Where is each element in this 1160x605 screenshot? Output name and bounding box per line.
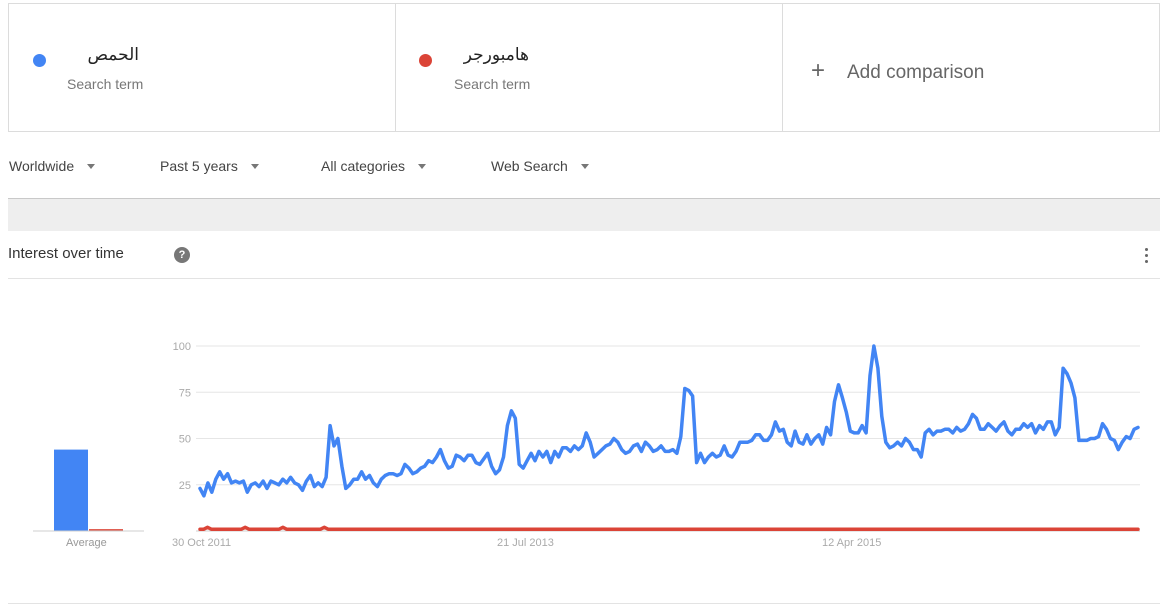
filter-label: Web Search bbox=[491, 158, 568, 174]
x-tick-label: 12 Apr 2015 bbox=[822, 537, 881, 549]
add-comparison-label: Add comparison bbox=[847, 62, 985, 83]
filter-category-dropdown[interactable]: All categories bbox=[321, 158, 427, 174]
dropdown-arrow-icon bbox=[580, 164, 589, 169]
search-term-card-2[interactable]: هامبورجر Search term bbox=[396, 4, 783, 131]
y-tick-label: 25 bbox=[179, 480, 191, 492]
y-tick-label: 75 bbox=[179, 387, 191, 399]
plus-icon: + bbox=[811, 57, 826, 84]
chart-series bbox=[198, 344, 1140, 531]
y-tick-label: 50 bbox=[179, 434, 191, 446]
interest-over-time-chart: 25 50 75 100 30 Oct 2011 21 Jul 2013 12 Apr 2… bbox=[33, 341, 1140, 549]
search-term-subtitle: Search term bbox=[454, 76, 531, 92]
filter-label: Past 5 years bbox=[160, 158, 238, 174]
filter-search-type-dropdown[interactable]: Web Search bbox=[491, 158, 589, 174]
filter-label: All categories bbox=[321, 158, 406, 174]
chart-grid: 25 50 75 100 bbox=[173, 341, 1140, 532]
dropdown-arrow-icon bbox=[87, 164, 96, 169]
dropdown-arrow-icon bbox=[418, 164, 427, 169]
section-spacer bbox=[8, 199, 1160, 231]
divider bbox=[8, 198, 1160, 199]
divider bbox=[8, 603, 1160, 604]
series-line bbox=[198, 525, 1140, 531]
average-bars bbox=[33, 449, 144, 532]
series-color-dot-icon bbox=[419, 54, 432, 67]
series-color-dot-icon bbox=[33, 54, 46, 67]
more-vert-icon[interactable] bbox=[1145, 248, 1148, 263]
search-term-subtitle: Search term bbox=[67, 76, 144, 92]
filter-region-dropdown[interactable]: Worldwide bbox=[9, 158, 96, 174]
y-tick-label: 100 bbox=[173, 341, 191, 353]
search-terms-bar: الحمص Search term هامبورجر Search term +… bbox=[8, 3, 1160, 132]
search-term-name[interactable]: هامبورجر bbox=[463, 45, 529, 64]
series-line bbox=[198, 344, 1140, 498]
average-bar bbox=[54, 449, 88, 531]
average-bar bbox=[89, 529, 123, 531]
panel-title: Interest over time bbox=[8, 245, 124, 262]
filter-bar: Worldwide Past 5 years All categories We… bbox=[0, 148, 1160, 184]
average-label: Average bbox=[66, 537, 107, 549]
interest-over-time-header: Interest over time ? bbox=[8, 231, 1160, 279]
help-icon[interactable]: ? bbox=[174, 247, 190, 263]
filter-time-dropdown[interactable]: Past 5 years bbox=[160, 158, 259, 174]
add-comparison-button[interactable]: + Add comparison bbox=[783, 4, 1159, 131]
filter-label: Worldwide bbox=[9, 158, 75, 174]
x-tick-label: 21 Jul 2013 bbox=[497, 537, 554, 549]
dropdown-arrow-icon bbox=[250, 164, 259, 169]
search-term-name[interactable]: الحمص bbox=[87, 45, 139, 64]
x-tick-label: 30 Oct 2011 bbox=[172, 537, 231, 549]
x-axis-ticks: 30 Oct 2011 21 Jul 2013 12 Apr 2015 bbox=[172, 537, 881, 549]
search-term-card-1[interactable]: الحمص Search term bbox=[9, 4, 396, 131]
